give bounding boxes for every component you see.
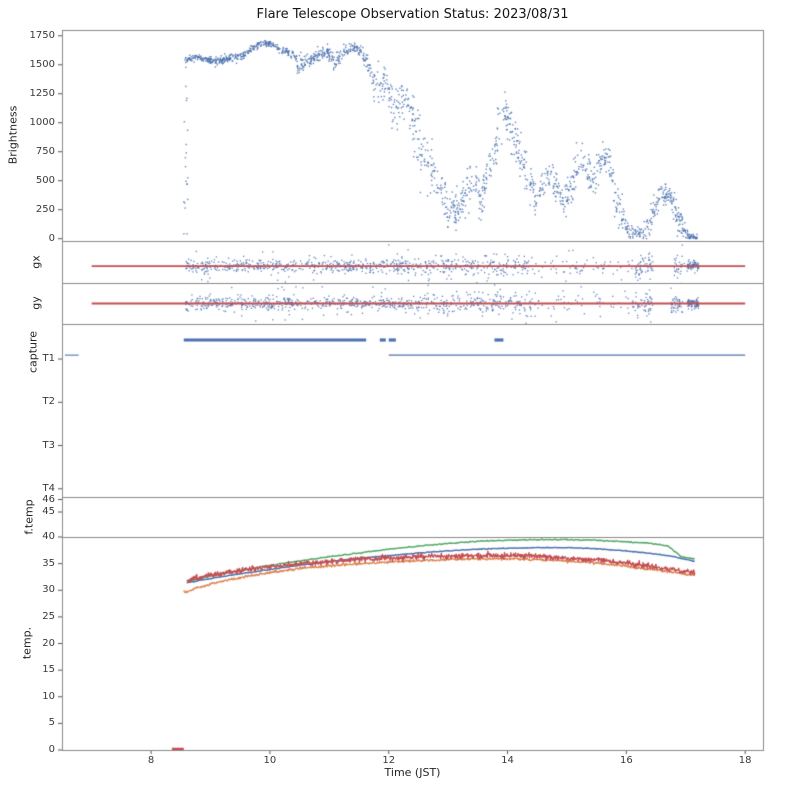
x-tick-label: 16 xyxy=(619,755,633,766)
y-axis-label-capture-text: capture xyxy=(26,330,40,374)
y-tick-label: 45 xyxy=(42,506,55,517)
y-tick-label: 10 xyxy=(42,690,55,702)
y-tick-label: T4 xyxy=(42,482,55,494)
y-tick-label: 1500 xyxy=(29,58,55,70)
x-axis-label: Time (JST) xyxy=(384,766,441,779)
x-tick-label: 12 xyxy=(382,755,396,766)
y-tick-label: 40 xyxy=(42,531,55,542)
y-axis-label-gy-text: gy xyxy=(29,296,43,310)
y-tick-label: T3 xyxy=(42,439,55,451)
y-tick-label: 250 xyxy=(35,203,55,215)
x-tick-label: 10 xyxy=(263,755,277,766)
y-tick-label: 25 xyxy=(42,610,55,622)
y-axis-label-gx-text: gx xyxy=(29,255,43,269)
y-tick-label: 0 xyxy=(48,744,55,755)
y-tick-label: 46 xyxy=(42,493,55,505)
x-tick-label: 14 xyxy=(501,755,514,766)
y-tick-label: 1250 xyxy=(29,87,55,99)
y-tick-label: 1750 xyxy=(29,29,55,41)
chart-title: Flare Telescope Observation Status: 2023… xyxy=(256,7,569,22)
y-tick-label: 15 xyxy=(42,664,55,676)
x-tick-label: 8 xyxy=(147,755,155,766)
y-tick-label: 30 xyxy=(42,584,55,596)
y-tick-label: 1000 xyxy=(29,116,55,128)
y-tick-label: T2 xyxy=(42,396,55,408)
y-tick-label: 20 xyxy=(42,637,55,649)
x-tick-label: 18 xyxy=(738,755,752,766)
y-tick-label: 500 xyxy=(35,174,55,186)
y-tick-label: 35 xyxy=(42,557,55,569)
y-tick-label: T1 xyxy=(42,353,55,365)
y-tick-label: 5 xyxy=(48,717,55,729)
y-tick-label: 0 xyxy=(48,232,55,244)
y-tick-label: 750 xyxy=(35,145,55,157)
